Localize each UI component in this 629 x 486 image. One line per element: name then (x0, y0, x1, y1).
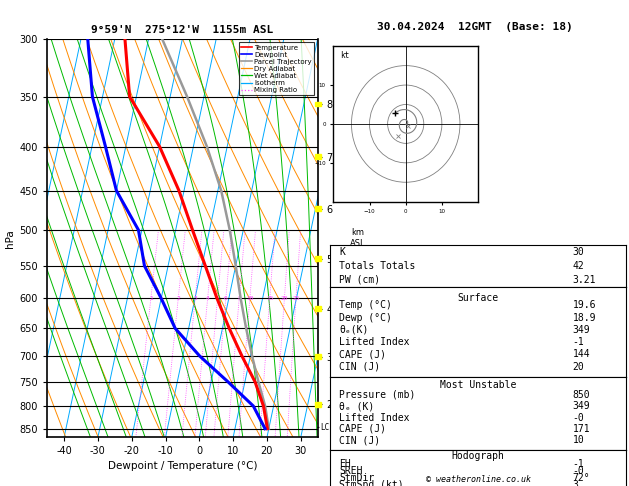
Text: 1: 1 (149, 296, 153, 301)
Text: 850: 850 (572, 390, 590, 400)
Text: Lifted Index: Lifted Index (339, 337, 409, 347)
Text: 20: 20 (572, 362, 584, 372)
Text: 15: 15 (266, 296, 274, 301)
Text: 72°: 72° (572, 473, 590, 483)
X-axis label: Dewpoint / Temperature (°C): Dewpoint / Temperature (°C) (108, 461, 257, 470)
Text: Surface: Surface (457, 293, 499, 303)
Text: 25: 25 (292, 296, 300, 301)
Text: EH: EH (339, 459, 351, 469)
Text: 6: 6 (224, 296, 228, 301)
Title: 9°59'N  275°12'W  1155m ASL: 9°59'N 275°12'W 1155m ASL (91, 25, 274, 35)
Text: Dewp (°C): Dewp (°C) (339, 312, 392, 323)
Text: CAPE (J): CAPE (J) (339, 349, 386, 359)
Legend: Temperature, Dewpoint, Parcel Trajectory, Dry Adiabat, Wet Adiabat, Isotherm, Mi: Temperature, Dewpoint, Parcel Trajectory… (239, 42, 314, 95)
Text: 2: 2 (176, 296, 180, 301)
Text: Most Unstable: Most Unstable (440, 380, 516, 390)
Text: -0: -0 (572, 466, 584, 476)
Text: 3.21: 3.21 (572, 275, 596, 285)
Text: 3: 3 (193, 296, 197, 301)
Text: LCL: LCL (320, 423, 334, 432)
Text: 10: 10 (246, 296, 253, 301)
Text: Lifted Index: Lifted Index (339, 413, 409, 422)
Text: © weatheronline.co.uk: © weatheronline.co.uk (426, 474, 530, 484)
Text: 349: 349 (572, 401, 590, 411)
Text: StmSpd (kt): StmSpd (kt) (339, 480, 404, 486)
Text: Pressure (mb): Pressure (mb) (339, 390, 416, 400)
Text: Totals Totals: Totals Totals (339, 261, 416, 271)
Text: -1: -1 (572, 337, 584, 347)
Text: 18.9: 18.9 (572, 312, 596, 323)
Text: 19.6: 19.6 (572, 300, 596, 310)
Text: Temp (°C): Temp (°C) (339, 300, 392, 310)
Text: StmDir: StmDir (339, 473, 374, 483)
Text: -0: -0 (572, 413, 584, 422)
Text: 349: 349 (572, 325, 590, 335)
Text: θₑ(K): θₑ(K) (339, 325, 369, 335)
Text: 42: 42 (572, 261, 584, 271)
Text: 10: 10 (572, 435, 584, 445)
Text: 20: 20 (281, 296, 288, 301)
Text: SREH: SREH (339, 466, 362, 476)
Text: CIN (J): CIN (J) (339, 362, 380, 372)
Text: 8: 8 (237, 296, 241, 301)
Text: -1: -1 (572, 459, 584, 469)
Y-axis label: km
ASL: km ASL (350, 228, 365, 248)
Text: 171: 171 (572, 424, 590, 434)
Text: θₑ (K): θₑ (K) (339, 401, 374, 411)
Text: PW (cm): PW (cm) (339, 275, 380, 285)
Text: 30: 30 (572, 247, 584, 257)
Text: Hodograph: Hodograph (452, 451, 504, 461)
Text: 5: 5 (216, 296, 220, 301)
Text: K: K (339, 247, 345, 257)
Text: 144: 144 (572, 349, 590, 359)
Text: 30.04.2024  12GMT  (Base: 18): 30.04.2024 12GMT (Base: 18) (377, 22, 573, 32)
Text: 3: 3 (572, 480, 579, 486)
Text: CIN (J): CIN (J) (339, 435, 380, 445)
Y-axis label: hPa: hPa (6, 229, 15, 247)
Text: kt: kt (341, 51, 350, 60)
Text: 4: 4 (206, 296, 209, 301)
Text: CAPE (J): CAPE (J) (339, 424, 386, 434)
